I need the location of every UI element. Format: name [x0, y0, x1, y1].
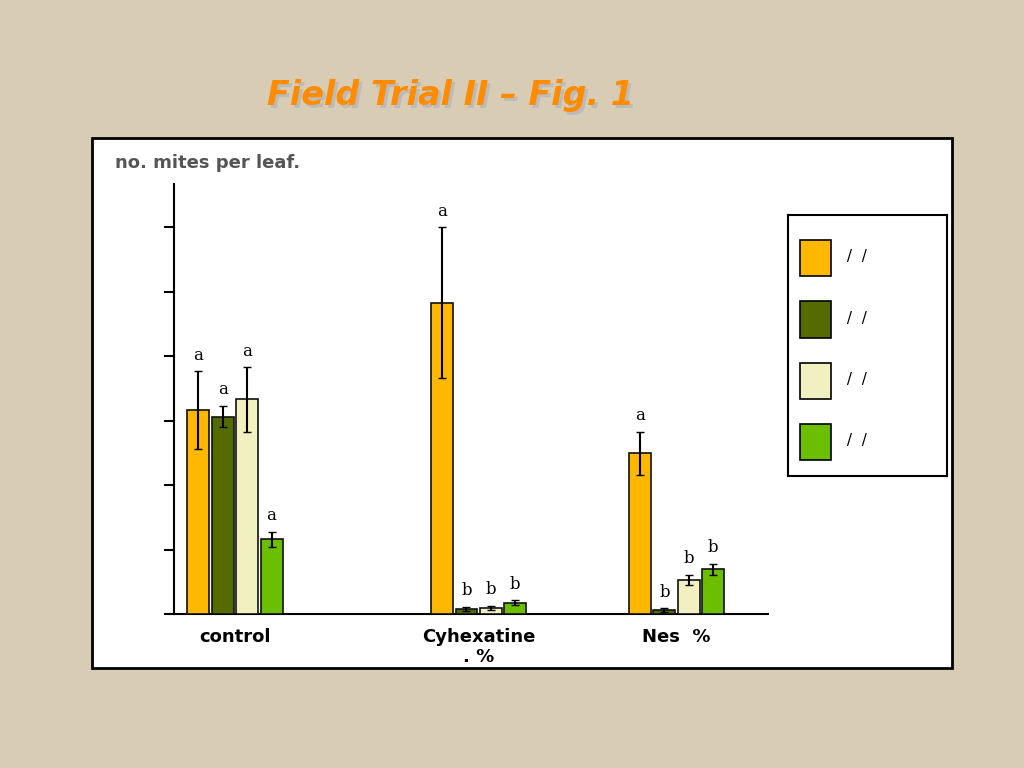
Text: /  /: / / [843, 372, 867, 387]
Bar [431, 303, 453, 614]
Bar [629, 453, 651, 614]
Bar [800, 362, 831, 399]
Bar [260, 539, 283, 614]
Text: /  /: / / [843, 433, 867, 449]
Text: no. mites per leaf.: no. mites per leaf. [115, 154, 300, 172]
Bar [678, 580, 699, 614]
Text: b: b [510, 576, 520, 593]
Text: a: a [218, 381, 227, 399]
Text: Field Trial II – Fig. 1: Field Trial II – Fig. 1 [267, 80, 634, 112]
Text: b: b [659, 584, 670, 601]
Text: a: a [243, 343, 252, 359]
Text: a: a [437, 203, 447, 220]
Text: a: a [266, 507, 276, 524]
Text: Field Trial II – Fig. 1: Field Trial II – Fig. 1 [270, 82, 637, 114]
Text: b: b [485, 581, 497, 598]
Text: a: a [194, 347, 204, 364]
Bar [480, 608, 502, 614]
Bar [187, 410, 210, 614]
Bar [456, 609, 477, 614]
Text: /  /: / / [843, 311, 867, 326]
Bar [702, 569, 724, 614]
Bar [653, 610, 676, 614]
Text: b: b [683, 550, 694, 567]
Text: b: b [461, 582, 472, 599]
Text: a: a [635, 407, 645, 424]
Text: b: b [708, 539, 719, 556]
Bar [800, 240, 831, 276]
Bar [504, 603, 526, 614]
Bar [237, 399, 258, 614]
Bar [800, 424, 831, 461]
Text: /  /: / / [843, 250, 867, 264]
Bar [800, 301, 831, 338]
Bar [212, 416, 233, 614]
